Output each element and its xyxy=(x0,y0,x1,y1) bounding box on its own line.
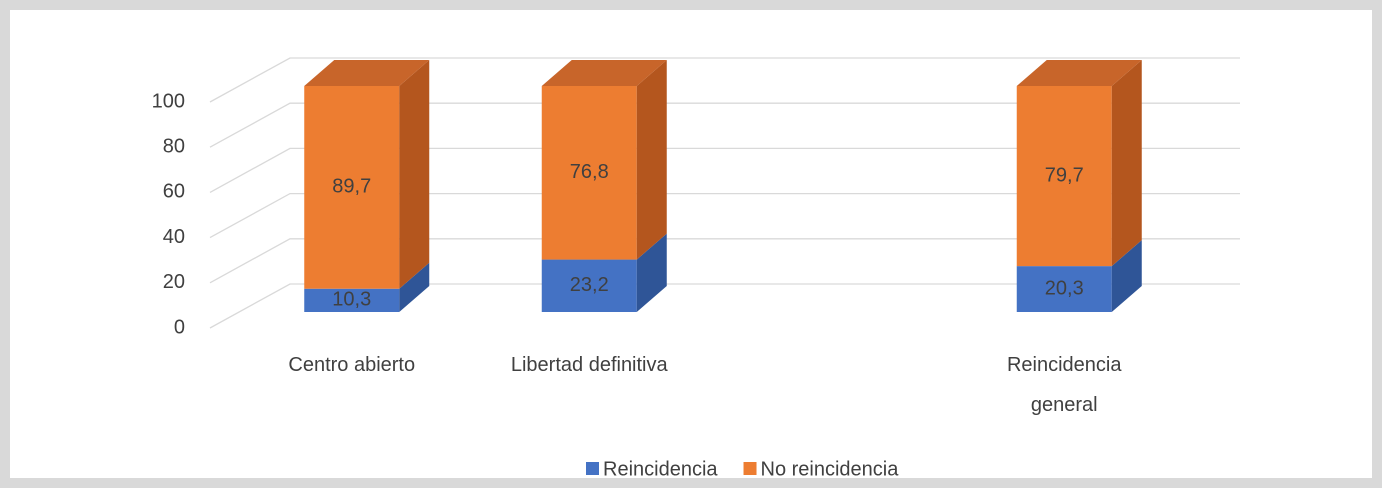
x-label-box: Centro abierto xyxy=(288,354,416,376)
y-tick-label: 20 xyxy=(163,271,185,293)
x-tick-label: Reincidencia general xyxy=(1006,354,1122,416)
grid-line xyxy=(209,238,1240,284)
legend-label: No reincidencia xyxy=(761,458,900,480)
bar-top xyxy=(541,60,667,86)
bar-side xyxy=(1111,240,1142,312)
legend-swatch xyxy=(743,462,757,475)
bar-front xyxy=(541,259,637,312)
grid-line xyxy=(209,192,1240,239)
y-tick-label: 100 xyxy=(152,90,185,112)
bar-top xyxy=(304,60,430,86)
bar-front xyxy=(304,86,400,289)
bar-segment xyxy=(304,262,430,312)
bar-front xyxy=(541,86,637,260)
x-tick-label: Centro abierto xyxy=(288,354,416,376)
data-label: 23,2 xyxy=(570,274,609,296)
bar-side xyxy=(636,233,667,312)
legend-swatch xyxy=(586,462,599,475)
data-label: 89,7 xyxy=(332,176,371,198)
x-label-box: Libertad definitiva xyxy=(510,354,668,376)
bar-front xyxy=(1016,86,1112,267)
x-tick-label: Libertad definitiva xyxy=(510,354,668,376)
data-label: 79,7 xyxy=(1045,164,1084,186)
bar-side xyxy=(399,262,430,312)
bar-top xyxy=(1016,60,1142,86)
bar-segment xyxy=(1016,60,1142,267)
chart-panel xyxy=(10,10,1372,478)
bar-front xyxy=(1016,266,1112,312)
data-label: 76,8 xyxy=(570,161,609,183)
bar-side xyxy=(636,60,667,260)
y-tick-label: 60 xyxy=(163,181,185,203)
y-tick-label: 80 xyxy=(163,135,185,157)
bar-segment xyxy=(304,60,430,289)
bar-segment xyxy=(541,60,667,260)
grid-line xyxy=(209,147,1240,193)
grid-line xyxy=(209,283,1240,329)
bar-side xyxy=(1111,60,1142,267)
data-label: 20,3 xyxy=(1045,277,1084,299)
bar-front xyxy=(304,288,400,312)
x-label-box: Reincidencia general xyxy=(1006,354,1122,416)
bar-segment xyxy=(541,233,667,312)
data-label: 10,3 xyxy=(332,289,371,311)
bar-segment xyxy=(1016,240,1142,312)
y-tick-label: 0 xyxy=(174,316,185,338)
grid-line xyxy=(209,102,1240,148)
bar-side xyxy=(399,60,430,289)
grid-line xyxy=(209,57,1240,103)
legend-label: Reincidencia xyxy=(603,458,718,480)
y-tick-label: 40 xyxy=(163,226,185,248)
